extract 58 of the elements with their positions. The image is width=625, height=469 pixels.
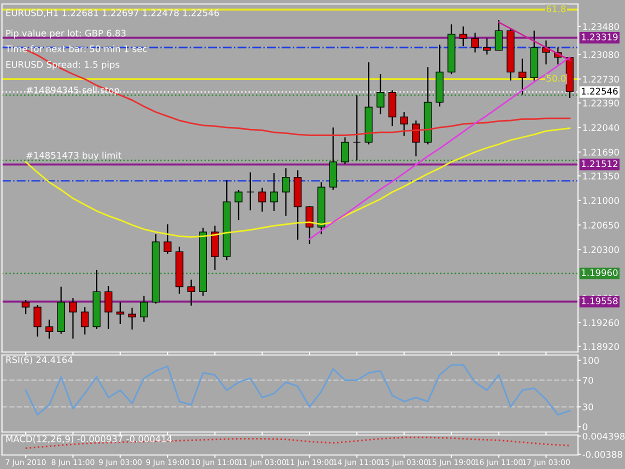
ref-line-label: 1.23319 — [582, 34, 618, 40]
ref-line-label: 1.22546 — [582, 88, 618, 95]
ref-line-label: 1.21512 — [582, 160, 618, 168]
y-tick-label: 1.21690 — [583, 148, 619, 156]
line-series — [24, 364, 570, 416]
y-tick-label: 0.004398 — [582, 432, 625, 440]
chart-title: RSI(6) 24.4164 — [6, 356, 73, 364]
ref-line-label: 1.19960 — [582, 269, 618, 276]
candlestick — [187, 279, 196, 306]
annotation: 61.8 — [546, 5, 566, 12]
candlestick — [352, 94, 361, 162]
y-tick-label: 1.20650 — [583, 222, 619, 229]
y-tick-label: 1.20300 — [583, 246, 619, 254]
line-series — [24, 127, 570, 238]
candlestick — [45, 319, 54, 340]
y-tick-label: 1.22040 — [583, 124, 619, 132]
candlestick — [341, 136, 349, 165]
chart-title: MACD(12,26,9) -0.000937 -0.000414 — [6, 435, 172, 444]
candlestick — [542, 40, 550, 65]
y-tick-label: 1.22390 — [583, 100, 619, 106]
candlestick — [234, 189, 242, 221]
candlestick — [483, 38, 491, 56]
y-tick-label: 1.23480 — [583, 23, 619, 30]
candlestick — [258, 187, 266, 212]
candlestick — [518, 58, 526, 96]
candlestick — [104, 285, 112, 330]
candlestick — [34, 304, 42, 338]
y-tick-label: 1.21000 — [583, 197, 619, 204]
candlestick — [80, 306, 89, 336]
candlestick — [376, 74, 384, 115]
candlestick — [412, 120, 420, 157]
candlestick — [140, 295, 148, 322]
y-tick-label: 1.22730 — [583, 76, 619, 83]
candlestick — [164, 224, 172, 254]
y-tick-label: 30 — [582, 404, 594, 410]
candlestick — [306, 205, 314, 245]
text: EURUSD,H1 1.22681 1.22697 1.22478 1.22546 — [6, 9, 219, 18]
candlestick — [116, 302, 124, 325]
y-tick-label: 70 — [582, 376, 594, 384]
y-tick-label: 1.23080 — [583, 51, 619, 58]
candlestick — [282, 168, 290, 217]
annotation: 50.0 — [546, 74, 566, 82]
y-tick-label: -0.00388 — [582, 451, 622, 458]
y-tick-label: 0 — [582, 423, 588, 430]
y-tick-label: 1.21350 — [583, 172, 619, 180]
candlestick — [69, 297, 77, 340]
candlestick — [494, 20, 503, 51]
candlestick — [400, 111, 408, 137]
y-tick-label: 1.19260 — [583, 319, 619, 326]
candlestick — [128, 307, 136, 330]
annotation: #14851473 buy limit — [26, 152, 122, 160]
candlestick — [246, 172, 254, 211]
y-tick-label: 100 — [583, 357, 599, 364]
y-tick-label: 1.18920 — [583, 343, 619, 350]
candlestick — [22, 299, 30, 315]
candlestick — [270, 172, 278, 212]
candlestick — [471, 32, 479, 54]
ref-line-label: 1.19558 — [582, 297, 618, 304]
